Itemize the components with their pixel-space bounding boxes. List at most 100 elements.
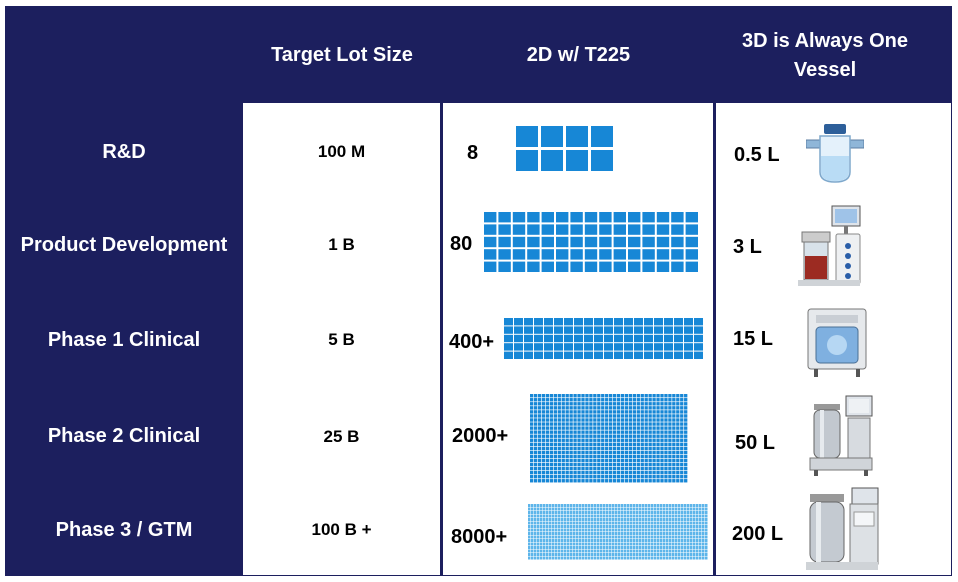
flask-cell [630, 539, 633, 542]
flask-cell [620, 434, 625, 438]
flask-cell [654, 318, 663, 326]
flask-cell [684, 528, 687, 532]
flask-cell [533, 479, 538, 483]
flask-cell [642, 532, 645, 535]
flask-cell [549, 479, 554, 483]
flask-cell [541, 462, 546, 467]
flask-cell [678, 539, 681, 542]
flask-cell [609, 462, 613, 467]
flask-cell [652, 450, 656, 455]
flask-cell [555, 528, 558, 532]
flask-cell [640, 466, 644, 471]
flask-cell [657, 511, 660, 514]
flask-cell [537, 479, 542, 483]
flask-cell [557, 438, 561, 442]
flask-cell [576, 535, 579, 539]
flask-grid-product-development [484, 212, 698, 272]
flask-cell [636, 528, 639, 532]
flask-cell [663, 507, 666, 511]
flask-cell [540, 556, 543, 560]
flask-cell [669, 504, 672, 507]
flask-cell [565, 418, 569, 422]
flask-cell [624, 430, 629, 434]
flask-cell [546, 539, 549, 542]
flask-cell [543, 535, 546, 539]
flask-cell [585, 511, 588, 514]
flask-cell [543, 556, 546, 560]
flask-cell [636, 507, 639, 511]
flask-cell [541, 438, 546, 442]
flask-cell [676, 394, 680, 398]
flask-cell [569, 426, 573, 430]
flask-cell [588, 504, 591, 507]
flask-cell [605, 446, 609, 451]
flask-cell [561, 542, 564, 546]
flask-cell [605, 470, 609, 475]
flask-cell [676, 466, 680, 471]
flask-cell [555, 532, 558, 535]
flask-cell [621, 504, 624, 507]
flask-cell [699, 507, 702, 511]
flask-cell [537, 402, 542, 406]
flask-cell [680, 414, 684, 418]
flask-cell [597, 446, 601, 451]
flask-cell [684, 553, 687, 556]
flask-cell [603, 556, 606, 560]
flask-cell [552, 511, 555, 514]
flask-cell [576, 556, 579, 560]
flask-cell [600, 546, 603, 549]
flask-cell [549, 504, 552, 507]
flask-cell [612, 398, 617, 402]
flask-cell [640, 479, 644, 483]
flask-cell [561, 462, 565, 467]
flask-cell [582, 532, 585, 535]
flask-cell [654, 546, 657, 549]
flask-cell [569, 406, 573, 410]
flask-cell [549, 518, 552, 521]
flask-cell [579, 518, 582, 521]
flask-cell [654, 528, 657, 532]
flask-cell [674, 318, 683, 326]
flask-cell [652, 475, 656, 479]
flask-cell [660, 504, 663, 507]
flask-cell [555, 535, 558, 539]
flask-cell [540, 546, 543, 549]
flask-cell [597, 398, 601, 402]
flask-cell [693, 532, 696, 535]
flask-cell [669, 525, 672, 528]
flask-cell [601, 422, 605, 426]
flask-cell [545, 402, 550, 406]
flask-cell [660, 514, 663, 518]
flask-cell [582, 553, 585, 556]
flask-cell [636, 470, 640, 475]
flask-cell [612, 458, 617, 463]
flask-cell [652, 438, 656, 442]
flask-cell [672, 535, 675, 539]
flask-cell [663, 532, 666, 535]
flask-cell [581, 475, 585, 479]
flask-cell [601, 446, 605, 451]
flask-cell [561, 450, 565, 455]
flask-cell [651, 539, 654, 542]
flask-cell [612, 535, 615, 539]
flask-cell [530, 434, 534, 438]
row-label-phase-1: Phase 1 Clinical [47, 329, 201, 351]
flask-cell [678, 542, 681, 546]
flask-cell [648, 518, 651, 521]
flask-cell [585, 549, 588, 553]
flask-cell [636, 521, 639, 525]
flask-cell [664, 318, 673, 326]
flask-cell [606, 535, 609, 539]
flask-cell [577, 418, 581, 422]
flask-cell [606, 521, 609, 525]
flask-cell [699, 539, 702, 542]
flask-cell [589, 402, 593, 406]
flask-cell [600, 553, 603, 556]
flask-cell [594, 546, 597, 549]
flask-cell [558, 546, 561, 549]
flask-cell [675, 549, 678, 553]
flask-cell [530, 450, 534, 455]
flask-cell [534, 504, 537, 507]
flask-cell [569, 434, 573, 438]
flask-cell [565, 450, 569, 455]
